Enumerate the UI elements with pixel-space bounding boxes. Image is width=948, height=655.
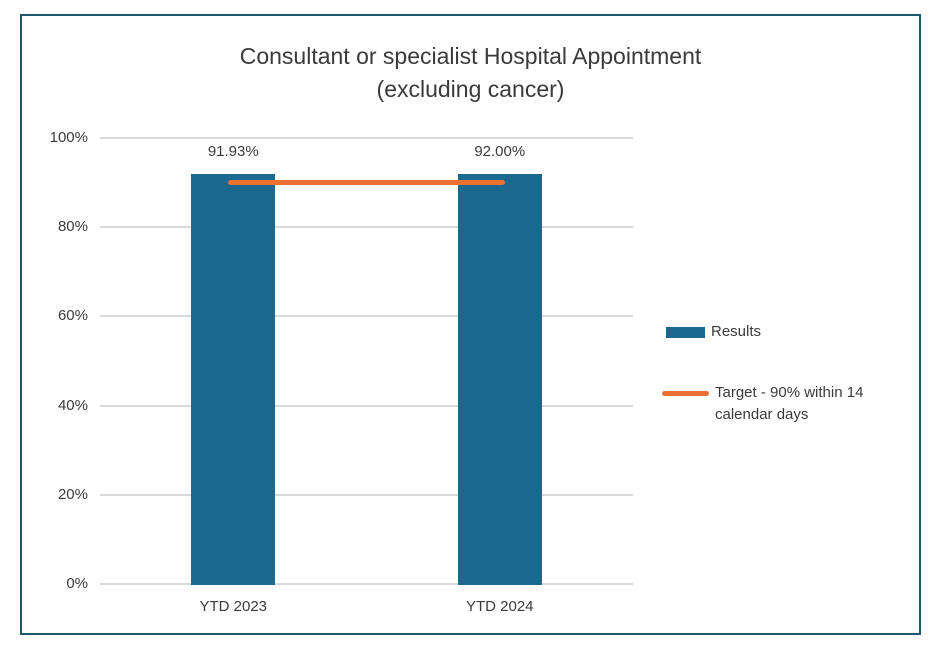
bar-data-label: 92.00% <box>474 142 526 160</box>
chart-title: Consultant or specialist Hospital Appoin… <box>20 40 921 106</box>
y-axis-tick-label: 100% <box>49 129 88 146</box>
legend-item-target: Target - 90% within 14 calendar days <box>662 382 912 426</box>
chart-title-line1: Consultant or specialist Hospital Appoin… <box>239 43 702 69</box>
legend: Results Target - 90% within 14 calendar … <box>662 321 912 426</box>
x-axis-category-label: YTD 2024 <box>465 598 534 615</box>
target-line-swatch-icon <box>662 391 709 396</box>
x-axis-category-label: YTD 2023 <box>199 598 268 615</box>
gridline <box>100 493 633 496</box>
bar-data-label: 91.93% <box>207 142 259 160</box>
target-line <box>228 180 505 186</box>
legend-item-results: Results <box>662 321 912 343</box>
y-axis-tick-label: 40% <box>57 396 88 414</box>
y-axis-tick-label: 0% <box>66 575 88 592</box>
results-series-swatch-icon <box>666 326 705 338</box>
gridline <box>100 404 633 407</box>
chart-title-line2: (excluding cancer) <box>376 76 565 102</box>
gridline <box>100 226 633 229</box>
gridline <box>100 137 633 139</box>
target-series-label: Target - 90% within 14 calendar days <box>715 382 863 426</box>
results-series-label: Results <box>711 323 762 340</box>
target-series-label-line1: Target - 90% within 14 <box>715 384 864 401</box>
results-bar <box>191 173 276 585</box>
results-bar <box>457 173 542 585</box>
y-axis-tick-label: 80% <box>57 218 88 236</box>
y-axis-tick-label: 20% <box>57 485 88 503</box>
y-axis-tick-label: 60% <box>57 307 88 325</box>
gridline <box>100 583 633 585</box>
gridline <box>100 315 633 318</box>
target-series-label-line2: calendar days <box>715 406 809 423</box>
